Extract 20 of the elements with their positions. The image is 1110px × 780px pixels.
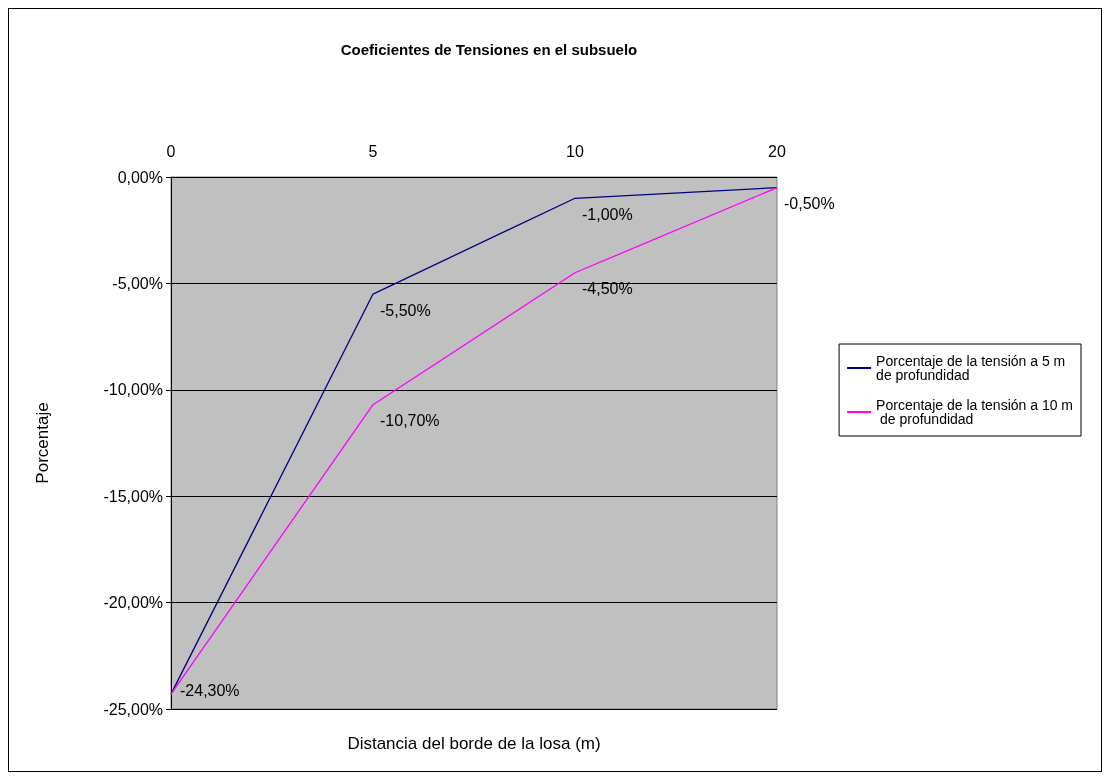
y-tick-label: 0,00%: [117, 168, 163, 186]
x-tick-label: 5: [368, 142, 378, 160]
data-label: -5,50%: [380, 301, 431, 319]
data-label: -10,70%: [380, 412, 440, 430]
y-tick-label: -5,00%: [112, 274, 163, 292]
y-tick-label: -10,00%: [103, 381, 163, 399]
data-label: -0,50%: [784, 195, 835, 213]
x-axis-title: Distancia del borde de la losa (m): [347, 734, 601, 753]
legend-label: Porcentaje de la tensión a 5 m de profundidad: [876, 353, 1070, 383]
chart-title: Coeficientes de Tensiones en el subsuelo: [340, 41, 638, 58]
y-axis-title: Porcentaje: [33, 402, 52, 484]
y-tick-label: -25,00%: [103, 700, 163, 718]
data-label: -24,30%: [180, 681, 240, 699]
x-tick-label: 0: [166, 142, 176, 160]
x-tick-label: 10: [566, 142, 584, 160]
x-tick-label: 20: [768, 142, 786, 160]
data-label: -1,00%: [582, 205, 633, 223]
legend-label: Porcentaje de la tensión a 10 m de profundidad: [876, 397, 1073, 427]
y-tick-label: -15,00%: [103, 487, 163, 505]
y-tick-label: -20,00%: [103, 594, 163, 612]
